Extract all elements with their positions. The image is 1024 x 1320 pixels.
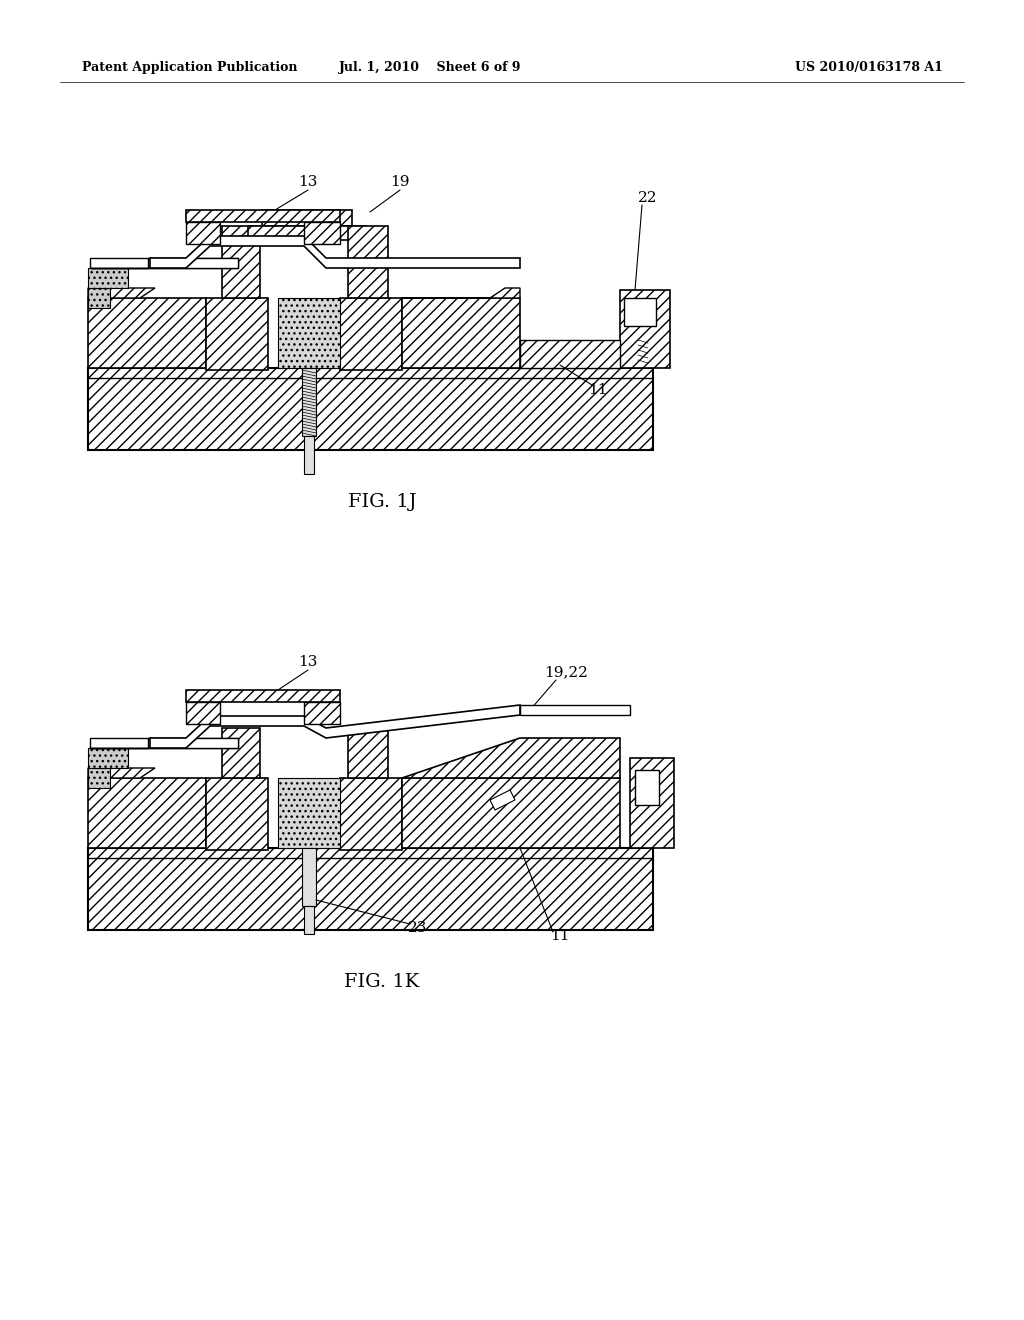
Bar [624, 298, 656, 326]
Bar [262, 210, 352, 226]
Bar [206, 777, 268, 850]
Bar [88, 847, 653, 931]
Bar [222, 729, 260, 777]
Bar [88, 368, 653, 450]
Bar [635, 770, 659, 805]
Bar [302, 847, 316, 906]
Text: 19,22: 19,22 [544, 665, 588, 678]
Bar [222, 226, 260, 298]
Bar [206, 298, 268, 370]
Polygon shape [402, 777, 620, 847]
Polygon shape [90, 738, 238, 748]
Bar [340, 298, 402, 370]
Bar [88, 748, 128, 768]
Polygon shape [150, 236, 520, 268]
Text: 13: 13 [298, 655, 317, 669]
Text: FIG. 1K: FIG. 1K [344, 973, 420, 991]
Bar [88, 298, 206, 368]
Polygon shape [402, 288, 520, 298]
Bar [348, 226, 388, 298]
Bar [402, 298, 520, 368]
Bar [520, 341, 620, 368]
Bar [304, 702, 340, 723]
Text: FIG. 1J: FIG. 1J [348, 492, 417, 511]
Bar [304, 906, 314, 935]
Bar [278, 298, 340, 368]
Bar [302, 368, 316, 436]
Bar [630, 758, 674, 847]
Polygon shape [90, 257, 238, 268]
Polygon shape [150, 705, 520, 748]
Text: 13: 13 [298, 176, 317, 189]
Text: Patent Application Publication: Patent Application Publication [82, 62, 298, 74]
Polygon shape [88, 288, 155, 298]
Bar [88, 768, 110, 788]
Bar [278, 777, 340, 847]
Polygon shape [490, 789, 515, 810]
Text: 11: 11 [550, 929, 569, 942]
Bar [340, 777, 402, 850]
Bar [248, 226, 366, 240]
Bar [90, 257, 238, 268]
Bar [186, 702, 220, 723]
Polygon shape [88, 768, 155, 777]
Bar [88, 268, 128, 288]
Bar [304, 222, 340, 244]
Bar [304, 436, 314, 474]
Text: 19: 19 [390, 176, 410, 189]
Text: US 2010/0163178 A1: US 2010/0163178 A1 [795, 62, 943, 74]
Text: 22: 22 [638, 191, 657, 205]
Polygon shape [520, 705, 630, 715]
Bar [348, 729, 388, 777]
Bar [186, 690, 340, 702]
Bar [88, 777, 206, 847]
Polygon shape [402, 738, 620, 777]
Bar [186, 210, 340, 222]
Bar [186, 222, 220, 244]
Bar [90, 738, 238, 748]
Bar [88, 288, 110, 308]
Text: Jul. 1, 2010    Sheet 6 of 9: Jul. 1, 2010 Sheet 6 of 9 [339, 62, 521, 74]
Text: 11: 11 [588, 383, 608, 397]
Text: 23: 23 [409, 921, 428, 935]
Bar [620, 290, 670, 368]
